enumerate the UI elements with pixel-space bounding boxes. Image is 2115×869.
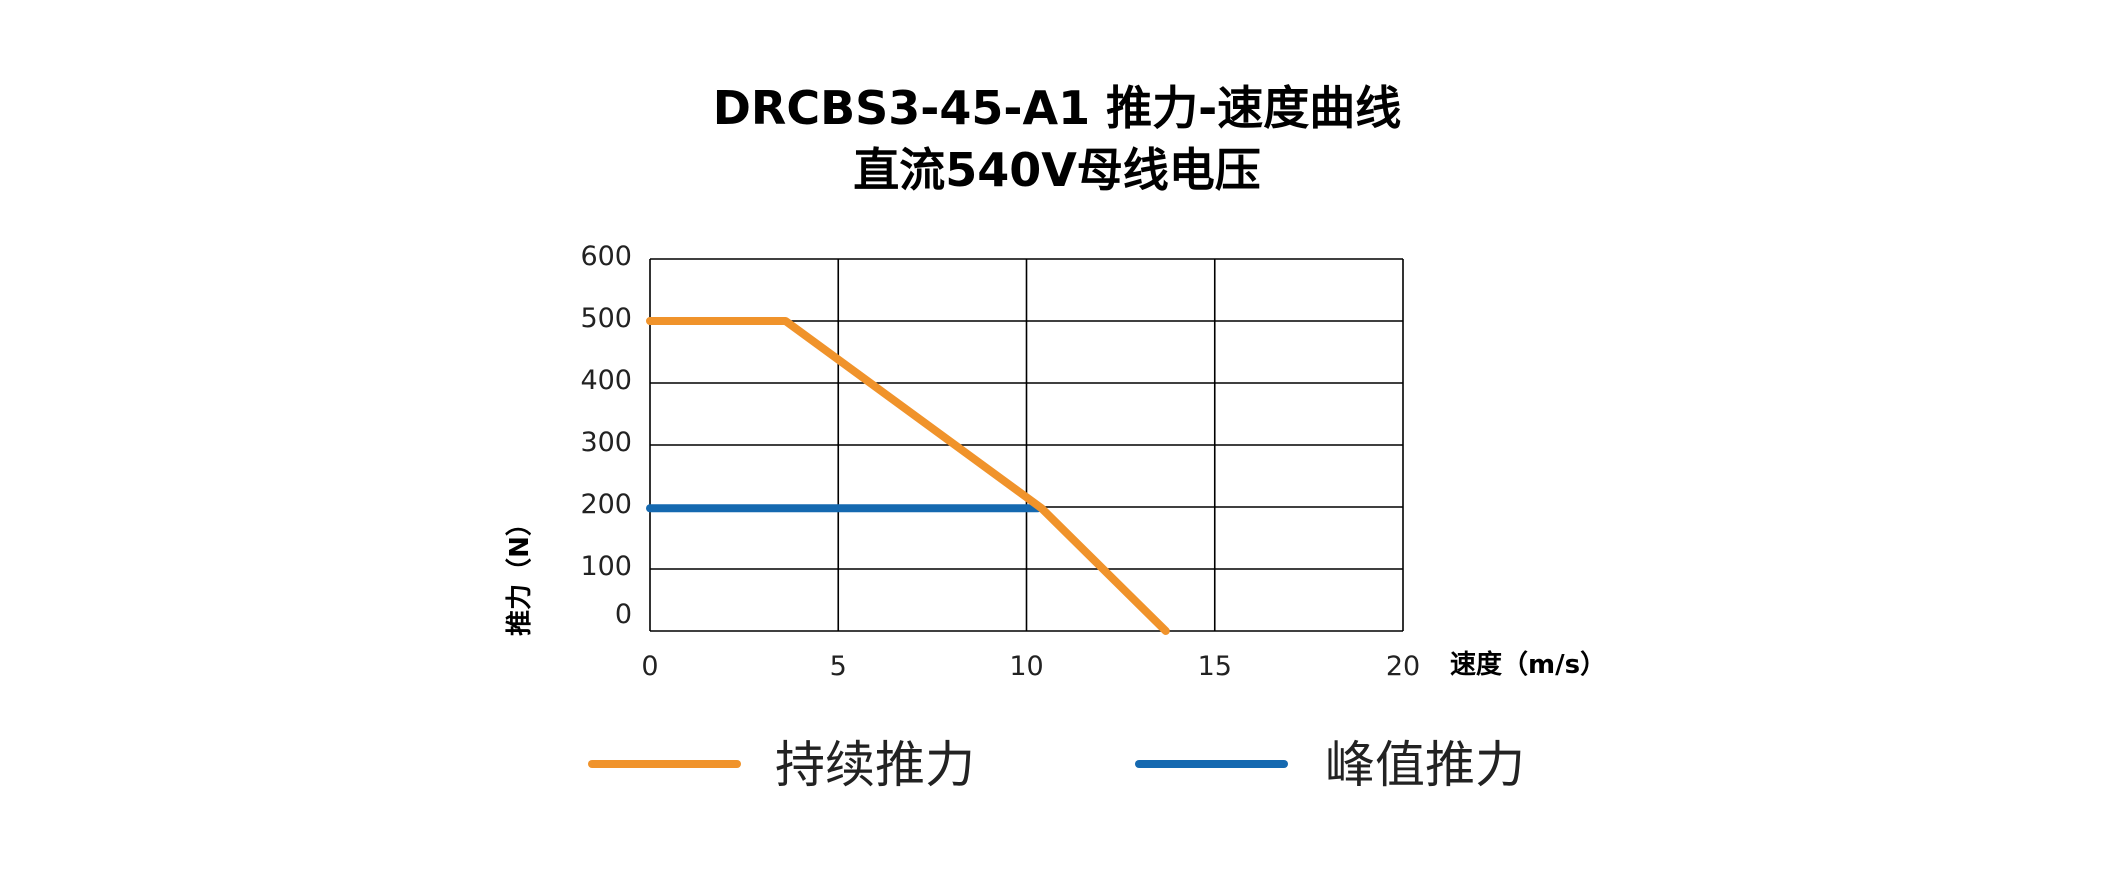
y-tick-label: 300 <box>580 427 632 458</box>
y-tick-label: 500 <box>580 303 632 334</box>
y-tick-label: 100 <box>580 551 632 582</box>
legend-label-peak: 峰值推力 <box>1325 736 1525 794</box>
x-tick-label: 5 <box>830 651 847 682</box>
x-axis-label: 速度（m/s） <box>1450 649 1606 680</box>
legend-label-continuous: 持续推力 <box>775 736 975 794</box>
y-tick-label: 200 <box>580 489 632 520</box>
x-tick-label: 15 <box>1198 651 1232 682</box>
x-tick-label: 20 <box>1386 651 1420 682</box>
legend: 持续推力 峰值推力 <box>588 736 1525 794</box>
y-tick-label: 600 <box>580 241 632 272</box>
chart-title: DRCBS3-45-A1 推力-速度曲线 <box>713 81 1401 135</box>
chart-subtitle: 直流540V母线电压 <box>853 143 1261 197</box>
series-line-0 <box>646 317 1170 635</box>
y-tick-label: 0 <box>615 599 632 630</box>
y-axis-label: 推力（N） <box>505 510 535 636</box>
x-tick-label: 10 <box>1009 651 1043 682</box>
series-lines <box>646 317 1170 635</box>
x-tick-label: 0 <box>641 651 658 682</box>
y-tick-label: 400 <box>580 365 632 396</box>
grid <box>649 258 1404 632</box>
